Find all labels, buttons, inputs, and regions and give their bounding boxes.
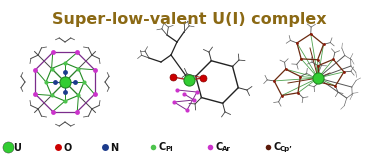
Text: $\mathbf{O}$: $\mathbf{O}$ [63, 141, 73, 153]
Text: $\mathbf{C}$: $\mathbf{C}$ [158, 140, 167, 152]
Text: Pl: Pl [165, 146, 173, 152]
Text: Ar: Ar [222, 146, 231, 152]
Text: $\mathbf{U}$: $\mathbf{U}$ [13, 141, 22, 153]
Text: Super-low-valent U(I) complex: Super-low-valent U(I) complex [52, 12, 326, 27]
Text: $\mathbf{C}$: $\mathbf{C}$ [215, 140, 223, 152]
Text: $\mathbf{C}$: $\mathbf{C}$ [273, 140, 282, 152]
Text: Cp’: Cp’ [280, 146, 293, 152]
Text: $\mathbf{N}$: $\mathbf{N}$ [110, 141, 119, 153]
